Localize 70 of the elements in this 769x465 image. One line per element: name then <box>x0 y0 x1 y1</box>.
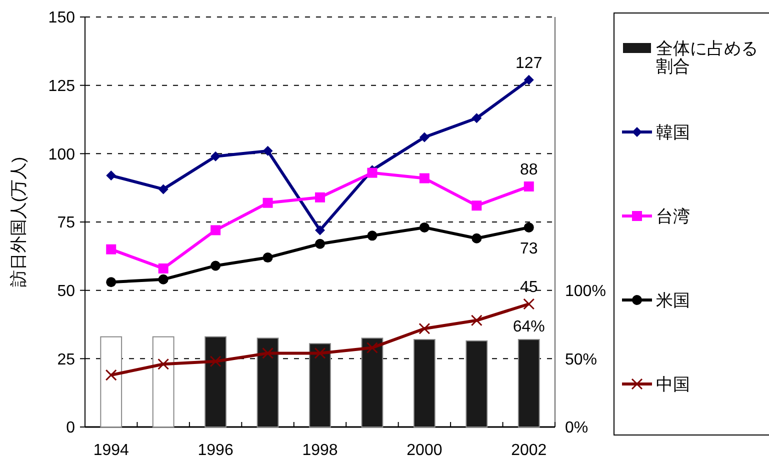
y2-tick-label: 100% <box>565 282 606 300</box>
y-tick-label: 150 <box>48 10 76 27</box>
point <box>210 151 221 162</box>
x-tick-label: 2000 <box>406 442 442 459</box>
x-tick-label: 1994 <box>93 442 130 459</box>
point <box>470 314 482 326</box>
data-label: 127 <box>516 54 542 72</box>
bar <box>466 340 488 428</box>
data-label: 64% <box>512 318 545 336</box>
point <box>210 225 221 236</box>
bar <box>361 338 384 428</box>
bar <box>256 338 279 428</box>
y-tick-label: 0 <box>66 420 76 437</box>
point <box>158 263 168 274</box>
point <box>367 168 378 178</box>
point <box>366 342 378 354</box>
y-axis-title: 訪日外国人(万人) <box>9 156 28 288</box>
point <box>105 369 117 381</box>
point <box>210 356 222 368</box>
data-label: 88 <box>520 161 538 178</box>
bar <box>204 336 226 428</box>
point <box>472 200 482 211</box>
point <box>106 277 116 288</box>
legend-label: 米国 <box>656 290 690 310</box>
point <box>106 244 116 254</box>
x-tick-label: 1996 <box>198 442 234 459</box>
point <box>523 298 535 310</box>
y-tick-label: 125 <box>48 78 76 95</box>
point <box>367 230 378 241</box>
y2-tick-label: 0% <box>565 420 588 437</box>
point <box>524 74 534 85</box>
point <box>419 132 430 142</box>
point <box>262 252 273 263</box>
bar <box>309 343 331 428</box>
point <box>419 222 430 232</box>
y-tick-label: 50 <box>57 282 76 300</box>
legend-label: 台湾 <box>656 206 690 226</box>
point <box>210 260 221 271</box>
legend-label: 全体に占める割合 <box>656 38 758 76</box>
point <box>418 322 430 334</box>
bar <box>152 336 174 428</box>
point <box>524 181 534 192</box>
point <box>158 184 168 194</box>
y-tick-label: 100 <box>48 146 76 164</box>
y2-tick-label: 50% <box>565 351 598 368</box>
bar <box>100 336 122 428</box>
point <box>262 146 273 156</box>
point <box>262 347 274 359</box>
point <box>315 238 325 249</box>
x-tick-label: 1998 <box>302 442 338 459</box>
point <box>314 347 326 359</box>
bar <box>518 339 540 428</box>
point <box>158 358 170 370</box>
point <box>158 274 168 284</box>
point <box>315 225 325 236</box>
x-tick-label: 2002 <box>511 442 547 459</box>
point <box>419 173 430 184</box>
bar <box>414 339 436 428</box>
y-tick-label: 75 <box>57 214 76 232</box>
point <box>262 198 273 208</box>
y-tick-label: 25 <box>57 351 76 368</box>
point <box>472 233 482 244</box>
data-label: 45 <box>520 279 538 296</box>
legend-label: 韓国 <box>656 122 690 142</box>
point <box>472 113 482 124</box>
point <box>315 192 325 202</box>
point <box>524 222 534 232</box>
legend-label: 中国 <box>656 374 690 394</box>
data-label: 73 <box>520 240 538 258</box>
point <box>106 170 116 181</box>
